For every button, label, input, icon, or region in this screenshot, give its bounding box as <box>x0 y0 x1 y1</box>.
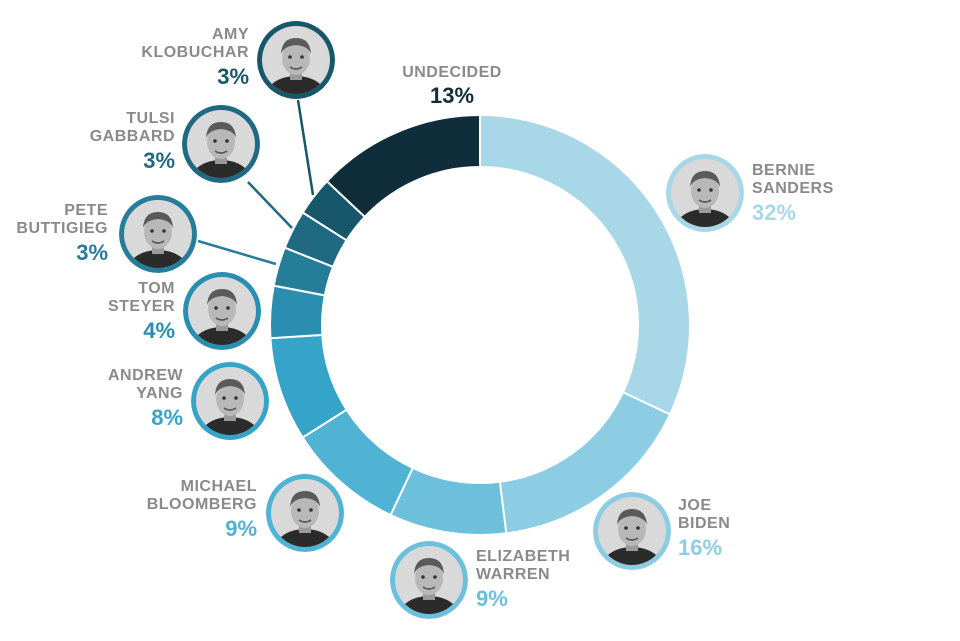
slice-name: AMY <box>211 26 249 43</box>
slice-value: 3% <box>217 63 249 89</box>
slice-name: BIDEN <box>678 515 731 533</box>
slice-name: TOM <box>138 280 175 297</box>
slice-name: ANDREW <box>108 367 183 384</box>
slice-value: 3% <box>76 239 108 265</box>
slice-name: BUTTIGIEG <box>16 220 108 238</box>
slice-name: GABBARD <box>89 128 175 146</box>
avatar-biden <box>593 492 671 570</box>
avatar-buttigieg <box>119 195 197 273</box>
slice-name: SANDERS <box>752 180 834 198</box>
slice-name: ELIZABETH <box>476 548 571 565</box>
label-buttigieg: PETE BUTTIGIEG 3% <box>16 202 108 265</box>
leader-line-buttigieg <box>197 239 277 266</box>
slice-value: 4% <box>143 317 175 343</box>
portrait-icon <box>671 159 739 227</box>
slice-name: JOE <box>678 497 712 514</box>
portrait-icon <box>271 479 339 547</box>
donut-slice-undecided <box>325 113 481 219</box>
portrait-icon <box>598 497 666 565</box>
donut-slice-bernie-sanders <box>479 113 691 416</box>
slice-name: TULSI <box>126 110 175 127</box>
portrait-icon <box>196 367 264 435</box>
avatar-bloomberg <box>266 474 344 552</box>
portrait-icon <box>124 200 192 268</box>
slice-value: 9% <box>225 515 257 541</box>
slice-name: UNDECIDED <box>402 64 502 81</box>
avatar-sanders <box>666 154 744 232</box>
avatar-steyer <box>183 272 261 350</box>
label-bloomberg: MICHAEL BLOOMBERG 9% <box>147 478 257 541</box>
slice-name: KLOBUCHAR <box>141 44 249 62</box>
avatar-klobuchar <box>257 21 335 99</box>
label-klobuchar: AMY KLOBUCHAR 3% <box>141 26 249 89</box>
leader-line-klobuchar <box>296 99 315 196</box>
portrait-icon <box>395 546 463 614</box>
slice-name: BERNIE <box>752 162 816 179</box>
slice-value: 13% <box>429 83 475 109</box>
avatar-warren <box>390 541 468 619</box>
slice-name: STEYER <box>107 298 175 316</box>
portrait-icon <box>188 277 256 345</box>
label-steyer: TOM STEYER 4% <box>108 280 175 343</box>
slice-value: 3% <box>143 147 175 173</box>
leader-line-gabbard <box>247 181 293 229</box>
slice-value: 9% <box>476 585 508 611</box>
slice-value: 8% <box>151 404 183 430</box>
label-sanders: BERNIE SANDERS 32% <box>752 162 834 225</box>
portrait-icon <box>187 110 255 178</box>
label-yang: ANDREW YANG 8% <box>108 367 183 430</box>
slice-name: MICHAEL <box>180 478 257 495</box>
portrait-icon <box>262 26 330 94</box>
label-biden: JOE BIDEN 16% <box>678 497 730 560</box>
slice-value: 32% <box>752 199 797 225</box>
avatar-gabbard <box>182 105 260 183</box>
slice-name: BLOOMBERG <box>146 496 257 514</box>
label-undecided: UNDECIDED 13% <box>367 64 537 109</box>
slice-name: WARREN <box>476 566 551 584</box>
avatar-yang <box>191 362 269 440</box>
slice-name: YANG <box>136 385 183 403</box>
label-warren: ELIZABETH WARREN 9% <box>476 548 570 611</box>
slice-name: PETE <box>64 202 108 219</box>
label-gabbard: TULSI GABBARD 3% <box>90 110 175 173</box>
slice-value: 16% <box>678 534 723 560</box>
